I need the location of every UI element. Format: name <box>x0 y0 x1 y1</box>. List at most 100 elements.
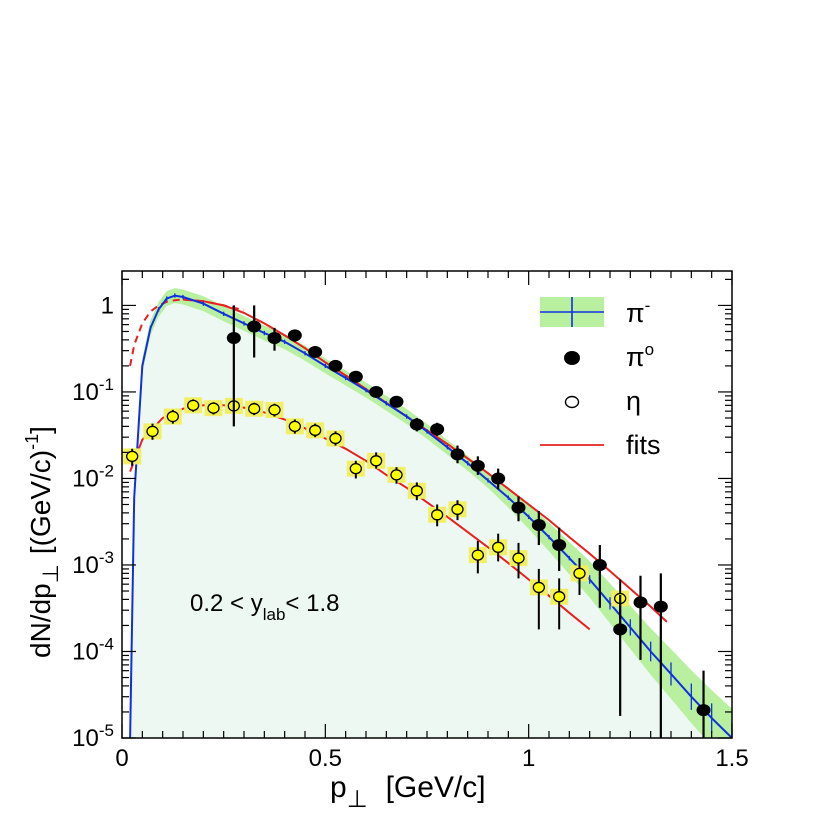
eta-point <box>349 462 362 475</box>
eta-point <box>553 591 566 603</box>
eta-point <box>146 425 159 438</box>
pi0-point <box>328 359 343 372</box>
eta-point <box>126 450 139 463</box>
y-tick-label: 10-2 <box>72 461 114 492</box>
pi0-point <box>491 472 506 485</box>
eta-point <box>370 455 383 467</box>
pi0-point <box>633 596 648 609</box>
y-tick-base: 1 <box>101 292 114 319</box>
legend-piminus-text: π <box>626 298 645 328</box>
pi0-point <box>369 385 384 398</box>
y-tick-exponent: -3 <box>99 548 114 567</box>
y-axis-label-main: dN/dp <box>25 583 56 658</box>
x-axis-label-main: p <box>330 771 347 804</box>
legend-fits-label: fits <box>626 430 661 460</box>
pi0-point <box>653 600 668 613</box>
y-axis-label-unit: [(GeV/c) <box>25 450 56 554</box>
eta-point <box>166 410 179 423</box>
piminus-series-layer <box>129 293 732 738</box>
x-axis-label-sub: ⊥ <box>347 786 368 813</box>
x-tick-label: 1.5 <box>715 745 748 772</box>
legend-pi0-marker <box>564 351 580 365</box>
legend-piminus-label: π- <box>626 296 650 328</box>
legend-eta-label: η <box>626 386 641 416</box>
pi0-point <box>613 623 628 636</box>
y-tick-label: 10-4 <box>72 634 114 665</box>
legend-entry-piminus: π- <box>540 296 650 328</box>
legend-eta-text: η <box>626 386 641 416</box>
y-tick-exponent: -1 <box>99 375 114 394</box>
x-tick-label: 0.5 <box>309 745 342 772</box>
pi0-point <box>552 539 567 552</box>
x-tick-label: 1 <box>522 745 535 772</box>
eta-point <box>410 485 423 497</box>
pi0-point <box>696 704 711 717</box>
eta-series-layer <box>123 397 630 637</box>
pi0-point <box>511 501 526 514</box>
pi0-point <box>308 345 323 358</box>
legend-pi0-text: π <box>626 342 645 372</box>
eta-point <box>390 469 403 481</box>
y-tick-base: 10 <box>72 552 99 579</box>
pi0-point <box>430 423 445 436</box>
y-axis-label: dN/dp⊥ [(GeV/c)-1] <box>22 426 63 658</box>
eta-point <box>492 541 505 553</box>
pi0-point <box>450 448 465 461</box>
legend-pi0-sup: o <box>645 340 654 359</box>
eta-point <box>451 503 464 515</box>
pi0-point <box>267 332 282 345</box>
legend: π- πo η fits <box>540 296 661 460</box>
y-tick-exponent: -5 <box>99 721 114 740</box>
eta-point <box>207 402 220 414</box>
pi0-point <box>531 518 546 531</box>
legend-entry-fits: fits <box>540 430 661 460</box>
axis-ticks-layer <box>121 271 733 739</box>
y-axis-label-sub: ⊥ <box>38 564 63 583</box>
y-tick-label: 10-3 <box>72 548 114 579</box>
y-tick-label: 10-5 <box>72 721 114 752</box>
eta-point <box>187 399 200 411</box>
piminus-sys-band <box>130 288 732 738</box>
rapidity-annotation: 0.2 < ylab< 1.8 <box>190 590 339 624</box>
legend-entry-eta: η <box>564 386 641 416</box>
eta-point <box>512 552 525 564</box>
eta-point <box>288 420 301 433</box>
eta-point <box>309 424 322 436</box>
pi0-point <box>592 558 607 571</box>
eta-point <box>329 432 342 445</box>
legend-eta-marker <box>564 395 580 409</box>
eta-point <box>573 567 586 580</box>
y-tick-base: 10 <box>72 638 99 665</box>
eta-point <box>532 581 545 594</box>
y-tick-label: 10-1 <box>72 375 114 406</box>
x-axis-label-unit: [GeV/c] <box>386 771 486 804</box>
y-tick-base: 10 <box>72 725 99 752</box>
y-axis-label-sup: -1 <box>22 434 42 450</box>
eta-point <box>431 509 444 521</box>
eta-point <box>268 404 281 416</box>
y-axis-label-close: ] <box>25 426 56 434</box>
pi0-point <box>226 332 241 345</box>
x-axis-label: p⊥ [GeV/c] <box>330 771 486 813</box>
pi0-point <box>389 395 404 408</box>
y-tick-exponent: -2 <box>99 461 114 480</box>
pi0-point <box>348 370 363 383</box>
pi0-point <box>470 459 485 472</box>
y-tick-exponent: -4 <box>99 634 114 653</box>
annotation-pre: 0.2 < y <box>190 590 263 617</box>
eta-point <box>248 403 261 415</box>
pi0-series-layer <box>226 305 711 738</box>
y-tick-label: 1 <box>101 292 114 319</box>
y-tick-base: 10 <box>72 379 99 406</box>
annotation-post: < 1.8 <box>285 590 339 617</box>
legend-entry-pi0: πo <box>564 340 654 372</box>
y-tick-base: 10 <box>72 465 99 492</box>
pi0-point <box>247 320 262 333</box>
legend-pi0-label: πo <box>626 340 654 372</box>
eta-point <box>471 549 484 561</box>
legend-piminus-sup: - <box>645 296 651 315</box>
pi0-point <box>287 329 302 342</box>
